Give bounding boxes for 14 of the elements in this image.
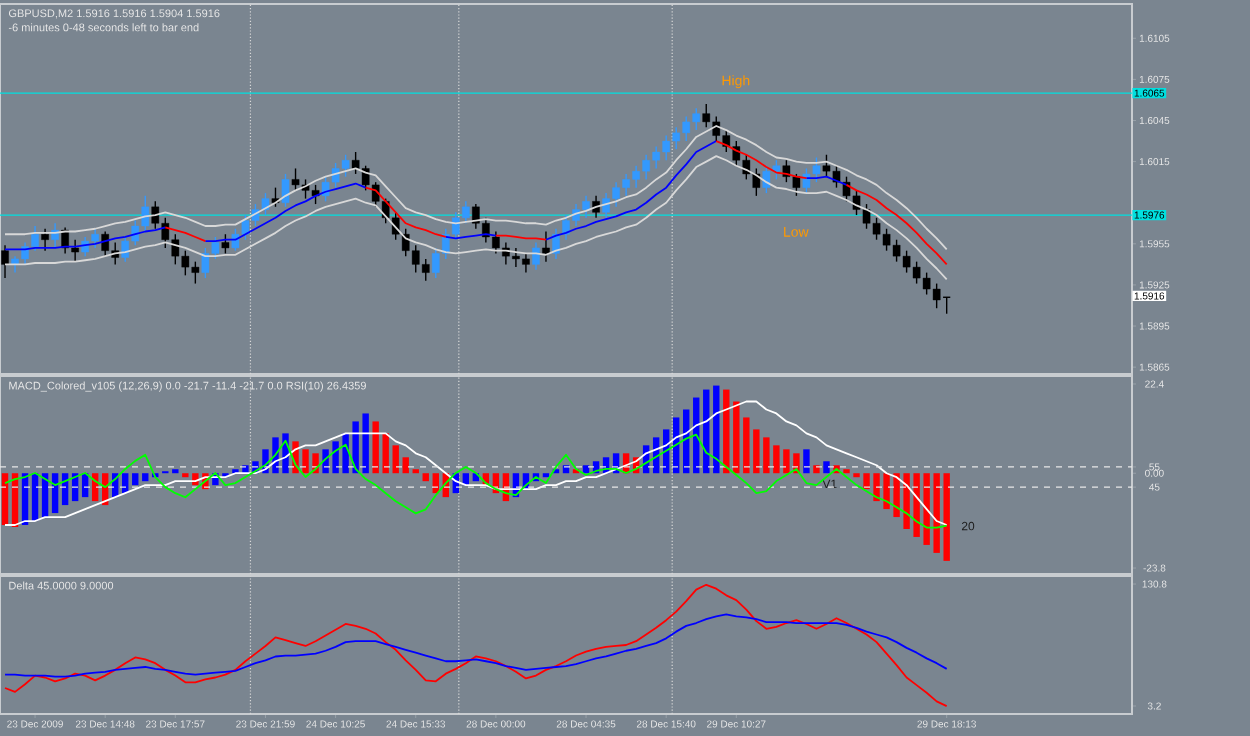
candlestick [542,230,550,263]
line-series [4,433,948,529]
bar [132,473,139,486]
candlestick [1,244,9,279]
bar [142,473,149,482]
candlestick [792,173,801,197]
line-series [4,583,948,708]
candlestick [281,173,290,208]
candlestick [41,228,49,252]
candlestick [221,233,230,255]
bar [422,473,429,482]
candlestick [532,241,540,271]
candlestick [772,159,781,181]
bar [803,449,810,474]
